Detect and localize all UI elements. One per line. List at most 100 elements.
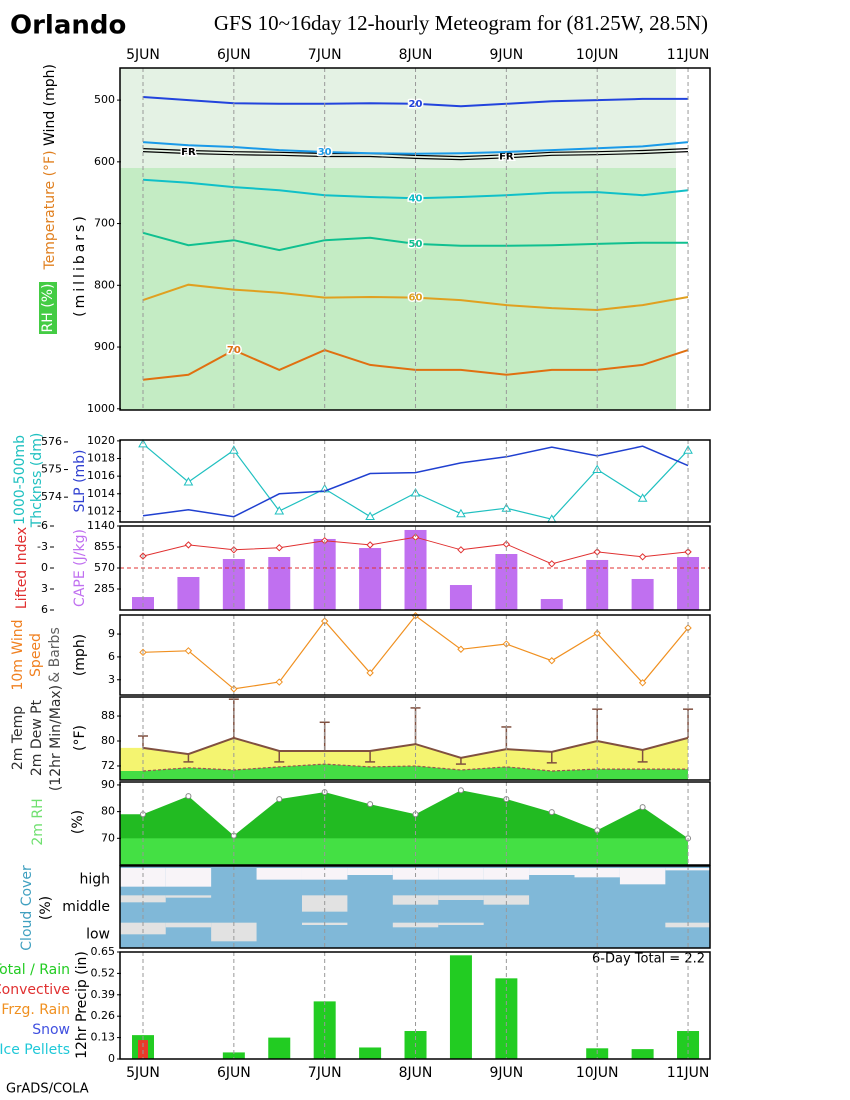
- tick-label: 600: [94, 155, 115, 168]
- cape-bar: [268, 557, 291, 610]
- date-label: 7JUN: [308, 1065, 342, 1081]
- legend-entry: Ice Pellets: [0, 1042, 70, 1058]
- tick-label: 500: [94, 93, 115, 106]
- point: [457, 645, 465, 653]
- point: [637, 493, 648, 502]
- tick-label: 0: [108, 1052, 115, 1065]
- date-label: 6JUN: [217, 47, 251, 63]
- cloud-clear: [165, 922, 212, 928]
- axis-title: Thcknss (dm): [29, 433, 45, 529]
- axis-title: 2m Temp: [10, 706, 26, 770]
- panel-border: [119, 525, 711, 611]
- tick-label: 855: [94, 540, 115, 553]
- tick-label: 1000: [87, 402, 115, 415]
- rh-box: [39, 282, 57, 334]
- title: GFS 10~16day 12-hourly Meteogram for (81…: [214, 11, 708, 35]
- cloud-clear: [256, 868, 302, 880]
- panel-border: [119, 614, 711, 696]
- panel-border: [119, 951, 711, 1060]
- tick-label: 3: [108, 673, 115, 686]
- panel-border: [119, 696, 711, 781]
- tick-label: 3: [41, 582, 48, 595]
- cloud-clear: [165, 895, 212, 898]
- tick-label: 285: [94, 582, 115, 595]
- contour-label: 60: [409, 293, 423, 304]
- axis-title: 2m Dew Pt: [29, 699, 45, 776]
- point: [275, 678, 283, 686]
- panel-frame: [120, 440, 710, 522]
- cloud-clear: [392, 895, 439, 905]
- tick-label: 576: [41, 435, 62, 448]
- contour-label: FR: [499, 151, 514, 162]
- date-label: 5JUN: [126, 1065, 160, 1081]
- point: [184, 541, 193, 549]
- tick-label: 90: [101, 778, 115, 791]
- date-label: 9JUN: [489, 47, 523, 63]
- point: [366, 669, 374, 677]
- tick-label: 6: [41, 603, 48, 616]
- panel-border: [119, 865, 711, 949]
- cloud-clear: [574, 868, 620, 878]
- tick-label: 0.13: [91, 1031, 116, 1044]
- date-label: 10JUN: [576, 47, 619, 63]
- axis-title: SLP (mb): [72, 449, 88, 512]
- tick-label: 70: [101, 831, 115, 844]
- cape-bar: [313, 538, 336, 610]
- point: [638, 679, 647, 687]
- axis-title: RH (%): [40, 284, 56, 333]
- point: [365, 511, 375, 520]
- panel-frame: [120, 615, 710, 695]
- axis-title: CAPE (J/kg): [72, 529, 88, 607]
- axis-title: (%): [38, 896, 54, 920]
- date-label: 9JUN: [489, 1065, 523, 1081]
- tick-label: 574: [41, 490, 62, 503]
- tick-label: 570: [94, 561, 115, 574]
- tick-label: 80: [101, 805, 115, 818]
- cloud-clear: [120, 922, 166, 935]
- cape-bar: [359, 548, 382, 610]
- tick-label: 88: [101, 709, 115, 722]
- point: [184, 647, 193, 655]
- point: [638, 553, 647, 561]
- panel-border: [119, 439, 711, 523]
- tick-label: 800: [94, 278, 115, 291]
- precip-bar: [222, 1052, 245, 1059]
- point: [457, 546, 465, 554]
- rh-shading: [120, 168, 676, 410]
- city: Orlando: [10, 11, 126, 41]
- point: [183, 476, 194, 486]
- dewpoint-area: [120, 764, 688, 780]
- point: [366, 541, 374, 549]
- tick-label: 0.26: [91, 1009, 116, 1022]
- point: [456, 508, 466, 518]
- precip-bar: [359, 1047, 382, 1059]
- panel-border: [119, 67, 711, 411]
- convective-bar: [138, 1040, 148, 1059]
- legend-entry: Total / Rain: [0, 962, 70, 978]
- date-label: 8JUN: [399, 1065, 433, 1081]
- date-label: 7JUN: [308, 47, 342, 63]
- cloud-clear: [347, 868, 393, 875]
- date-label: 10JUN: [576, 1065, 619, 1081]
- axis-title: 12hr Precip (in): [74, 951, 90, 1059]
- point: [275, 543, 283, 552]
- axis-title: 1000-500mb: [12, 435, 28, 525]
- point: [548, 560, 556, 568]
- tick-label: -6: [37, 519, 48, 532]
- contour-label: FR: [181, 147, 196, 158]
- legend-entry: Snow: [32, 1022, 70, 1038]
- cloud-clear: [483, 895, 530, 905]
- point: [548, 809, 555, 816]
- axis-title: Cloud Cover: [19, 865, 35, 951]
- tick-label: 0.52: [91, 966, 116, 979]
- tick-label: 1012: [87, 504, 115, 517]
- point: [548, 657, 556, 665]
- tick-label: 1014: [87, 487, 115, 500]
- level-label: middle: [62, 899, 110, 915]
- credit: GrADS/COLA: [6, 1082, 89, 1097]
- point: [367, 801, 374, 808]
- tick-label: 1140: [87, 519, 115, 532]
- tick-label: 0.39: [91, 988, 116, 1001]
- tick-label: 9: [108, 627, 115, 640]
